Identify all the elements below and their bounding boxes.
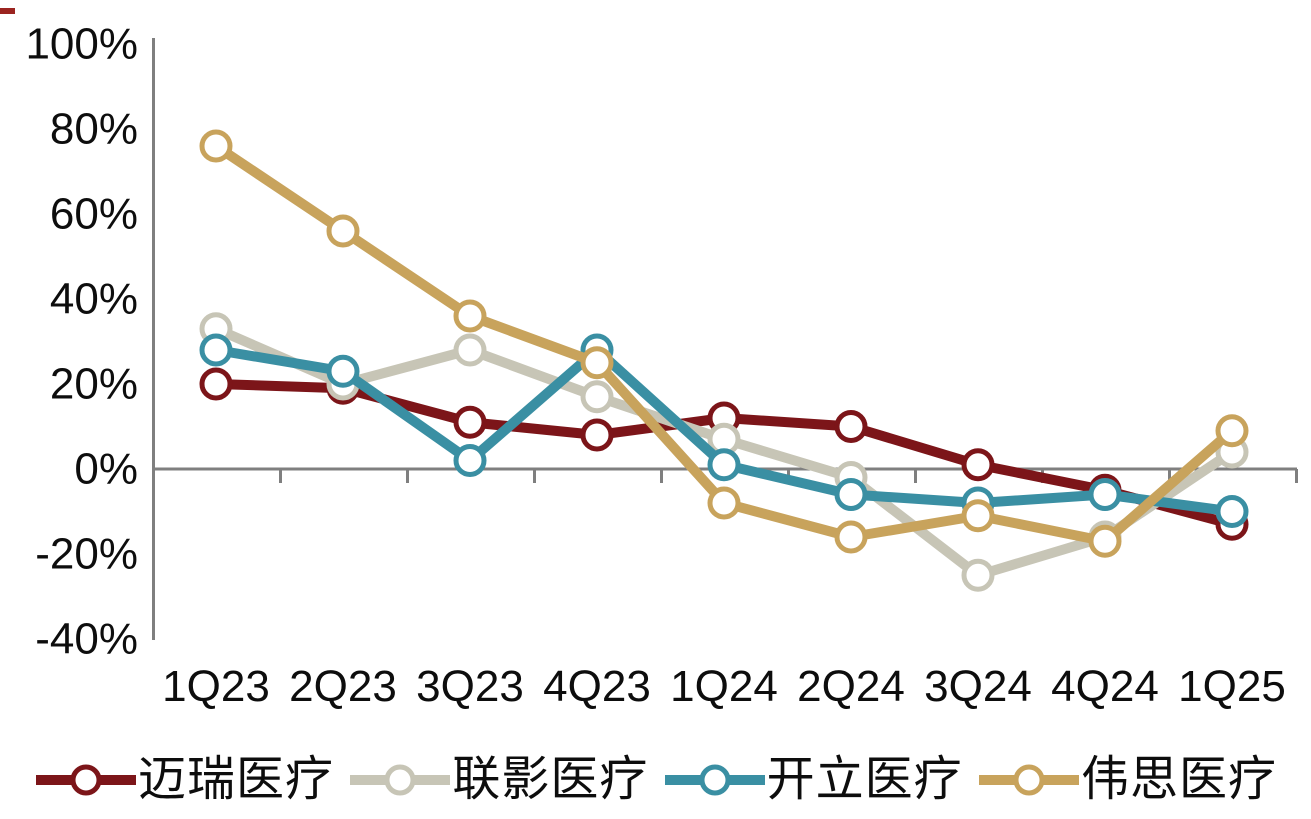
legend-label: 伟思医疗 xyxy=(1080,753,1277,806)
data-point-marker[interactable] xyxy=(453,299,487,333)
data-point-marker[interactable] xyxy=(1088,524,1122,558)
data-point-marker[interactable] xyxy=(326,354,360,388)
x-axis-category-label: 2Q23 xyxy=(289,662,397,711)
y-axis-tick-label: 40% xyxy=(50,275,138,324)
title-crop-artifact xyxy=(0,8,15,14)
data-point-marker[interactable] xyxy=(1215,414,1249,448)
legend-line-marker-icon xyxy=(350,764,451,796)
data-point-marker[interactable] xyxy=(199,129,233,163)
y-axis-tick-label: 20% xyxy=(50,360,138,409)
x-axis-category-label: 1Q24 xyxy=(670,662,778,711)
x-axis-category-label: 4Q24 xyxy=(1051,662,1159,711)
x-axis-category-label: 4Q23 xyxy=(543,662,651,711)
data-point-marker[interactable] xyxy=(453,333,487,367)
data-point-marker[interactable] xyxy=(707,448,741,482)
data-point-marker[interactable] xyxy=(453,444,487,477)
data-point-marker[interactable] xyxy=(961,499,995,533)
x-axis-category-label: 1Q23 xyxy=(162,662,270,711)
y-axis-tick-label: 80% xyxy=(50,105,138,154)
legend-label: 开立医疗 xyxy=(766,753,963,806)
x-axis-category-label: 2Q24 xyxy=(797,662,905,711)
data-point-marker[interactable] xyxy=(199,367,233,401)
data-point-marker[interactable] xyxy=(834,410,868,443)
legend-item-迈瑞医疗[interactable]: 迈瑞医疗 xyxy=(34,756,334,804)
y-axis-tick-label: -20% xyxy=(35,530,138,579)
legend-item-开立医疗[interactable]: 开立医疗 xyxy=(663,756,963,804)
y-axis-tick-label: -40% xyxy=(35,615,138,664)
data-point-marker[interactable] xyxy=(580,380,614,414)
legend-line-marker-icon xyxy=(36,764,136,796)
y-axis-tick-label: 60% xyxy=(50,190,138,239)
axes xyxy=(152,38,1298,640)
data-point-marker[interactable] xyxy=(834,478,868,511)
legend-item-伟思医疗[interactable]: 伟思医疗 xyxy=(977,756,1277,804)
data-point-marker[interactable] xyxy=(961,448,995,482)
data-point-marker[interactable] xyxy=(199,333,233,367)
data-point-marker[interactable] xyxy=(453,405,487,439)
plot-area: 100% 80% 60% 40% 20% 0% -20% -40% 1Q23 2Q23 3Q23 4Q… xyxy=(25,20,1298,711)
data-point-marker[interactable] xyxy=(1088,478,1122,511)
series-伟思医疗 xyxy=(199,129,1249,558)
y-axis-tick-label: 100% xyxy=(25,20,138,69)
data-point-marker[interactable] xyxy=(834,520,868,554)
chart-legend: 迈瑞医疗 联影医疗 开立医疗 伟思医疗 xyxy=(0,744,1311,816)
legend-line-marker-icon xyxy=(664,764,765,796)
data-point-marker[interactable] xyxy=(707,486,741,520)
legend-label: 联影医疗 xyxy=(452,753,649,806)
data-point-marker[interactable] xyxy=(580,418,614,452)
data-point-marker[interactable] xyxy=(961,558,995,592)
legend-line-marker-icon xyxy=(978,764,1079,796)
x-axis-category-label: 1Q25 xyxy=(1178,662,1286,711)
y-axis-tick-label: 0% xyxy=(74,445,138,494)
data-point-marker[interactable] xyxy=(580,346,614,380)
legend-item-联影医疗[interactable]: 联影医疗 xyxy=(348,756,648,804)
x-axis-category-label: 3Q23 xyxy=(416,662,524,711)
x-axis-category-label: 3Q24 xyxy=(924,662,1032,711)
data-point-marker[interactable] xyxy=(326,214,360,248)
data-point-marker[interactable] xyxy=(1215,495,1249,528)
legend-label: 迈瑞医疗 xyxy=(138,753,335,806)
